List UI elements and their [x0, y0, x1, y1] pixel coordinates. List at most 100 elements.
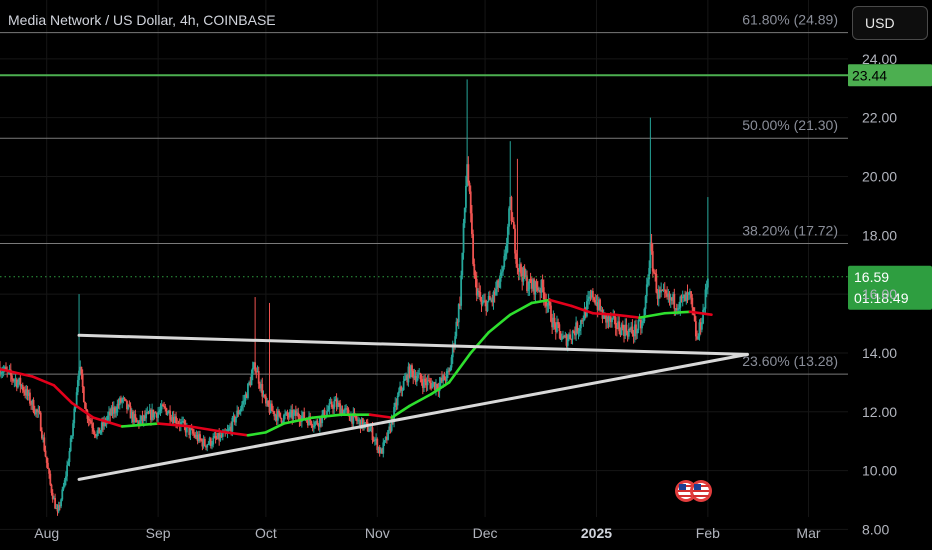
candle-body: [122, 397, 125, 399]
candle-body: [687, 292, 690, 295]
candle-body: [522, 267, 525, 282]
candle-body: [118, 398, 121, 406]
moving-average-segment: [246, 431, 268, 437]
candle-body: [576, 322, 579, 333]
candle-body: [311, 425, 314, 428]
candle-body: [43, 437, 46, 451]
event-markers[interactable]: [675, 480, 712, 502]
candle-body: [33, 412, 36, 415]
candle-body: [500, 271, 503, 273]
candle-body: [644, 296, 647, 309]
candle-body: [706, 278, 709, 288]
candle-body: [44, 450, 47, 457]
candle-body: [214, 436, 217, 439]
candle-body: [650, 242, 653, 252]
candle-body: [548, 300, 551, 306]
candle-body: [1, 371, 4, 373]
candle-body: [145, 413, 148, 419]
fib-level-label: 23.60% (13.28): [742, 353, 838, 369]
candle-body: [347, 409, 350, 417]
candle-body: [17, 382, 19, 388]
x-tick-label: Aug: [34, 525, 59, 541]
resistance-price-label: 23.44: [852, 67, 887, 83]
candle-body: [99, 430, 102, 434]
candle-body: [429, 380, 431, 384]
candle-body: [0, 367, 1, 375]
candle-body: [383, 440, 386, 443]
candle-body: [547, 300, 550, 306]
x-tick-label: Mar: [796, 525, 820, 541]
candle-body: [296, 412, 298, 416]
candle-body: [686, 292, 689, 295]
candle-body: [133, 414, 136, 423]
candle-body: [671, 297, 673, 301]
candle-body: [491, 299, 494, 303]
flag-canton: [694, 484, 701, 490]
candle-body: [486, 301, 489, 312]
candle-body: [408, 366, 411, 378]
candle-body: [546, 305, 549, 307]
currency-button[interactable]: USD: [852, 6, 928, 40]
candle-body: [570, 338, 573, 340]
moving-average-segment: [225, 431, 250, 437]
candle-body: [90, 420, 92, 424]
y-tick-label: 14.00: [862, 345, 897, 361]
candle-body: [427, 380, 430, 382]
candle-body: [278, 410, 280, 413]
candle-body: [497, 280, 500, 288]
candle-body: [379, 449, 382, 454]
candle-body: [202, 438, 205, 447]
candle-body: [121, 398, 124, 403]
candle-body: [193, 433, 195, 435]
candle-body: [156, 412, 158, 418]
candle-body: [194, 434, 197, 438]
us-flag-event-icon[interactable]: [690, 480, 712, 502]
candle-body: [199, 434, 201, 440]
candle-body: [540, 279, 543, 293]
candle-body: [164, 406, 167, 409]
candle-body: [609, 316, 612, 323]
y-axis[interactable]: 8.00 10.00 12.00 14.00 16.00 18.00 20.00 22.00 2…: [862, 51, 897, 538]
candle-body: [36, 409, 39, 413]
candle-body: [417, 374, 419, 379]
candle-body: [209, 438, 212, 446]
candle-body: [181, 421, 183, 423]
x-axis[interactable]: Aug Sep Oct Nov Dec 2025 Feb Mar: [34, 525, 821, 541]
candle-body: [262, 395, 265, 397]
candle-body: [541, 279, 544, 288]
candle-body: [0, 372, 3, 375]
candle-body: [318, 417, 321, 427]
candle-body: [166, 412, 169, 415]
flag-stripe: [693, 490, 709, 492]
candle-body: [492, 291, 495, 303]
candle-body: [321, 414, 324, 424]
candle-body: [445, 371, 448, 382]
candle-body: [407, 366, 410, 383]
candle-body: [327, 409, 330, 412]
candle-body: [402, 380, 405, 391]
candle-body: [171, 417, 174, 421]
candle-body: [317, 424, 320, 427]
candle-body: [320, 417, 322, 424]
candle-body: [123, 397, 126, 400]
candle-body: [577, 331, 580, 333]
candle-body: [627, 328, 630, 337]
candle-body: [460, 275, 463, 306]
candle-body: [475, 278, 478, 296]
candle-body: [312, 426, 315, 428]
candle-body: [326, 411, 328, 417]
candle-body: [645, 284, 648, 297]
candle-body: [308, 416, 310, 426]
candle-body: [183, 420, 186, 425]
candle-body: [314, 422, 316, 427]
candle-body: [528, 279, 531, 290]
candle-body: [449, 367, 452, 372]
trendlines[interactable]: [77, 333, 749, 481]
candle-body: [484, 300, 486, 302]
candle-body: [231, 417, 234, 432]
candle-body: [230, 426, 233, 432]
moving-average-segment: [311, 413, 343, 419]
candle-body: [3, 367, 6, 370]
candle-body: [472, 234, 475, 265]
